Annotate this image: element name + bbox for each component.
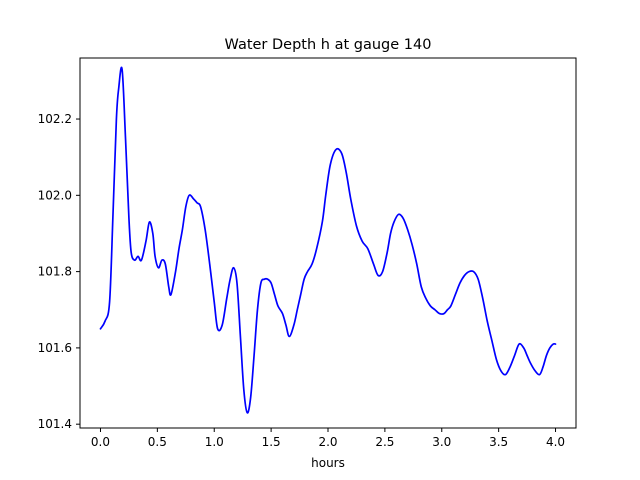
y-tick-label: 102.2 — [38, 112, 72, 126]
x-tick-label: 3.5 — [489, 435, 508, 449]
x-tick-label: 1.0 — [205, 435, 224, 449]
x-tick-label: 0.5 — [148, 435, 167, 449]
x-tick-label: 3.0 — [432, 435, 451, 449]
y-tick-label: 101.8 — [38, 265, 72, 279]
x-tick-label: 4.0 — [546, 435, 565, 449]
x-tick-label: 1.5 — [262, 435, 281, 449]
y-tick-label: 101.6 — [38, 341, 72, 355]
x-tick-label: 2.0 — [318, 435, 337, 449]
y-tick-label: 101.4 — [38, 417, 72, 431]
x-tick-label: 2.5 — [375, 435, 394, 449]
series-line — [99, 66, 557, 414]
x-tick-label: 0.0 — [91, 435, 110, 449]
axis-ticks: 0.0 0.5 1.0 1.5 2.0 2.5 3.0 3.5 4.0 101.4 101.6 101… — [38, 112, 565, 449]
plot-area-frame — [79, 57, 577, 429]
x-axis-label: hours — [311, 456, 345, 470]
chart-title: Water Depth h at gauge 140 — [225, 37, 432, 53]
y-tick-label: 102.0 — [38, 188, 72, 202]
